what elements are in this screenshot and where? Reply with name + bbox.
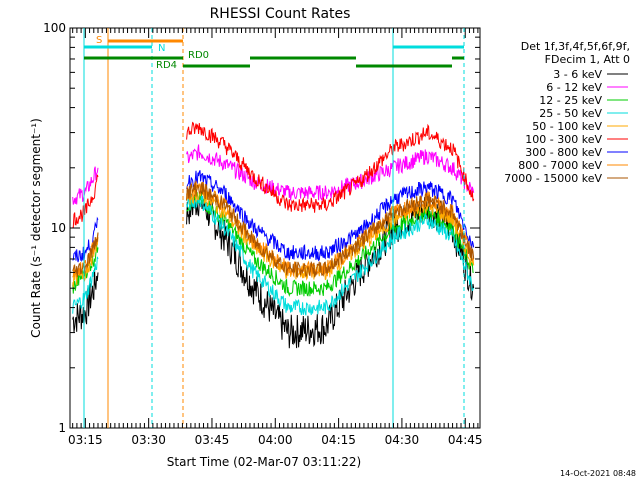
s-label: S — [96, 35, 102, 46]
series-line-7000-15000-kev — [186, 181, 475, 278]
legend-item-label: 50 - 100 keV — [532, 120, 602, 133]
series-line-12-25-kev — [186, 191, 474, 298]
x-tick-label: 03:30 — [131, 433, 166, 447]
legend-item-label: 3 - 6 keV — [553, 68, 602, 81]
y-axis-label: Count Rate (s⁻¹ detector segment⁻¹) — [29, 118, 43, 338]
legend-item-label: 12 - 25 keV — [539, 94, 602, 107]
series-line-7000-15000-kev — [72, 232, 99, 278]
legend-item-label: 100 - 300 keV — [525, 133, 602, 146]
series-layer — [72, 121, 475, 349]
x-axis-label: Start Time (02-Mar-07 03:11:22) — [167, 455, 361, 469]
footer-date: 14-Oct-2021 08:48 — [560, 469, 636, 478]
series-line-100-300-kev — [186, 121, 475, 213]
x-tick-label: 03:45 — [195, 433, 230, 447]
x-tick-label: 03:15 — [68, 433, 103, 447]
x-tick-label: 04:30 — [385, 433, 420, 447]
legend: Det 1f,3f,4f,5f,6f,9f,FDecim 1, Att 0 3 -… — [504, 40, 630, 185]
legend-header-line: Det 1f,3f,4f,5f,6f,9f, — [521, 40, 630, 53]
series-line-6-12-kev — [72, 166, 99, 205]
legend-item-label: 300 - 800 keV — [525, 146, 602, 159]
rd4-label: RD4 — [156, 60, 177, 71]
rd0-label: RD0 — [188, 50, 209, 61]
y-tick-label: 1 — [58, 421, 66, 435]
legend-item-label: 6 - 12 keV — [546, 81, 602, 94]
series-line-6-12-kev — [186, 144, 475, 201]
n-label: N — [158, 43, 165, 54]
legend-header-line: FDecim 1, Att 0 — [545, 53, 630, 66]
chart-title: RHESSI Count Rates — [210, 6, 351, 22]
legend-item-label: 800 - 7000 keV — [518, 159, 602, 172]
series-line-800-7000-kev — [186, 180, 475, 279]
legend-item-label: 7000 - 15000 keV — [504, 172, 602, 185]
series-line-300-800-kev — [72, 216, 99, 263]
series-line-100-300-kev — [72, 174, 99, 229]
x-tick-label: 04:45 — [448, 433, 483, 447]
series-line-300-800-kev — [186, 170, 475, 262]
y-tick-label: 10 — [51, 221, 66, 235]
series-line-3-6-kev — [72, 268, 99, 333]
series-line-25-50-kev — [186, 194, 475, 316]
legend-item-label: 25 - 50 keV — [539, 107, 602, 120]
x-tick-label: 04:15 — [321, 433, 356, 447]
series-line-25-50-kev — [72, 256, 99, 314]
y-tick-label: 100 — [43, 21, 66, 35]
x-axis: 03:15 03:30 03:45 04:00 04:15 04:30 04:45 — [68, 28, 483, 447]
x-tick-label: 04:00 — [258, 433, 293, 447]
